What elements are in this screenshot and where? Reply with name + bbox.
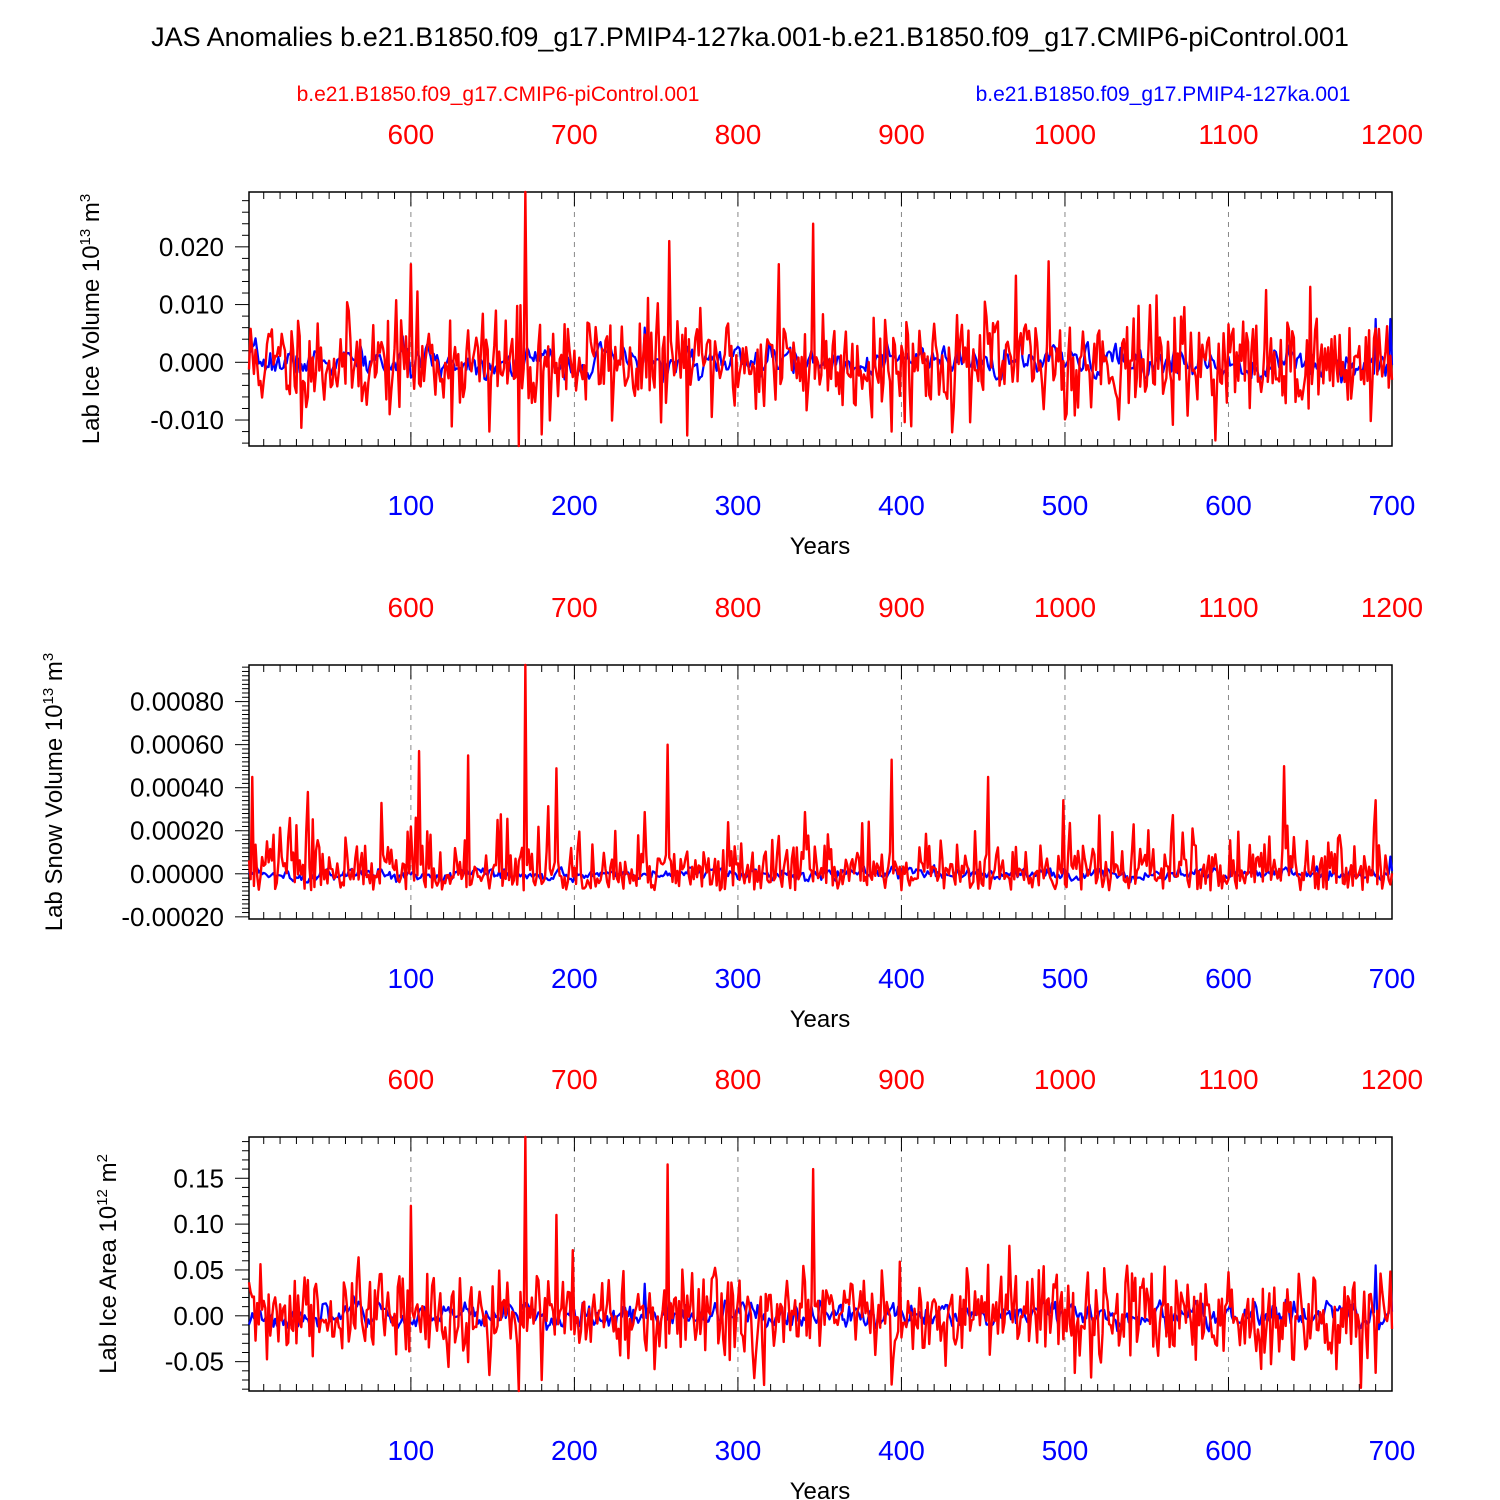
panel-ice-volume-series (247, 190, 1394, 448)
panel-snow-volume-xtick-label-top: 1100 (1198, 592, 1258, 623)
panel-ice-area-xtick-label-top: 1100 (1198, 1064, 1258, 1095)
panel-ice-volume-ticks: 100 200 300 400 500 600 700 600 700 800 900 1000 110… (150, 119, 1423, 521)
panel-snow-volume-control-series-line (247, 663, 1394, 892)
panel-ice-volume-xtick-label-bottom: 100 (388, 490, 435, 521)
panel-ice-volume-xtick-label-top: 1000 (1034, 119, 1096, 150)
panel-ice-area-xtick-label-top: 800 (715, 1064, 762, 1095)
legend-control-label: b.e21.B1850.f09_g17.CMIP6-piControl.001 (297, 83, 700, 106)
panel-ice-volume-xtick-label-bottom: 400 (878, 490, 925, 521)
panel-ice-volume-xlabel: Years (790, 533, 851, 560)
panel-snow-volume: 100 200 300 400 500 600 700 600 700 800 900 1000 110… (40, 592, 1423, 1033)
panel-ice-area-ytick-label: 0.05 (173, 1255, 224, 1285)
panel-snow-volume-xtick-label-bottom: 500 (1042, 963, 1089, 994)
panel-ice-volume-control-series-line (247, 190, 1394, 448)
panel-ice-volume-xtick-label-bottom: 700 (1369, 490, 1416, 521)
panel-ice-area-series (247, 1135, 1394, 1393)
panel-ice-volume-xtick-label-top: 1200 (1361, 119, 1423, 150)
panel-ice-area-ticks: 100 200 300 400 500 600 700 600 700 800 900 1000 110… (165, 1064, 1423, 1466)
panel-ice-area-xtick-label-top: 700 (551, 1064, 598, 1095)
panel-ice-area-xtick-label-top: 900 (878, 1064, 925, 1095)
panel-ice-area-ytick-label: 0.00 (173, 1301, 224, 1331)
panel-snow-volume-ytick-label: -0.00020 (121, 902, 224, 932)
panel-ice-volume-xtick-label-bottom: 200 (551, 490, 598, 521)
panel-ice-volume-grid (410, 192, 1229, 446)
panel-ice-volume-frame (248, 191, 1393, 447)
panel-ice-area-xtick-label-bottom: 700 (1369, 1435, 1416, 1466)
panel-ice-volume-xtick-label-top: 900 (878, 119, 925, 150)
panel-snow-volume-ticks: 100 200 300 400 500 600 700 600 700 800 900 1000 110… (121, 592, 1423, 994)
panel-snow-volume-xtick-label-top: 1200 (1361, 592, 1423, 623)
panel-ice-volume-xtick-label-bottom: 600 (1205, 490, 1252, 521)
panel-ice-area-grid (410, 1137, 1229, 1391)
panel-snow-volume-xtick-label-bottom: 300 (715, 963, 762, 994)
panel-snow-volume-ytick-label: 0.00060 (130, 730, 224, 760)
panel-ice-area-xtick-label-top: 1200 (1361, 1064, 1423, 1095)
panel-snow-volume-ytick-label: 0.00020 (130, 816, 224, 846)
panel-ice-area-ylabel: Lab Ice Area 1012 m2 (94, 1154, 122, 1374)
panel-ice-area-frame (248, 1136, 1393, 1392)
panel-ice-volume-xtick-label-top: 800 (715, 119, 762, 150)
panel-ice-area: 100 200 300 400 500 600 700 600 700 800 900 1000 110… (94, 1064, 1423, 1500)
panel-ice-area-xtick-label-bottom: 400 (878, 1435, 925, 1466)
panel-snow-volume-xtick-label-top: 600 (388, 592, 435, 623)
panel-ice-volume-ytick-label: -0.010 (150, 405, 224, 435)
panel-snow-volume-xlabel: Years (790, 1006, 851, 1033)
panel-ice-area-xtick-label-top: 600 (388, 1064, 435, 1095)
panel-ice-area-control-series-line (247, 1135, 1394, 1393)
panel-ice-area-ytick-label: -0.05 (165, 1347, 224, 1377)
panel-snow-volume-xtick-label-bottom: 700 (1369, 963, 1416, 994)
panel-snow-volume-xtick-label-top: 800 (715, 592, 762, 623)
panel-ice-area-xtick-label-bottom: 600 (1205, 1435, 1252, 1466)
panel-snow-volume-ytick-label: 0.00000 (130, 859, 224, 889)
panel-ice-volume-ylabel: Lab Ice Volume 1013 m3 (77, 194, 105, 445)
panel-snow-volume-xtick-label-top: 1000 (1034, 592, 1096, 623)
panel-ice-area-ytick-label: 0.10 (173, 1209, 224, 1239)
panel-ice-volume-xtick-label-top: 700 (551, 119, 598, 150)
panel-snow-volume-xtick-label-bottom: 600 (1205, 963, 1252, 994)
panel-ice-volume-ytick-label: 0.010 (159, 290, 224, 320)
panel-snow-volume-ytick-label: 0.00040 (130, 773, 224, 803)
panel-snow-volume-xtick-label-bottom: 100 (388, 963, 435, 994)
legend-pmip-label: b.e21.B1850.f09_g17.PMIP4-127ka.001 (976, 83, 1351, 106)
panel-ice-volume-xtick-label-top: 600 (388, 119, 435, 150)
panel-snow-volume-xtick-label-bottom: 200 (551, 963, 598, 994)
panel-ice-area-ytick-label: 0.15 (173, 1163, 224, 1193)
panel-ice-volume-xtick-label-bottom: 500 (1042, 490, 1089, 521)
panel-ice-area-xtick-label-bottom: 300 (715, 1435, 762, 1466)
panel-snow-volume-series (247, 663, 1394, 892)
panel-ice-volume-xtick-label-top: 1100 (1198, 119, 1258, 150)
panel-ice-area-xtick-label-bottom: 100 (388, 1435, 435, 1466)
panel-ice-volume-ytick-label: 0.000 (159, 347, 224, 377)
panel-ice-volume-xtick-label-bottom: 300 (715, 490, 762, 521)
panel-snow-volume-ytick-label: 0.00080 (130, 687, 224, 717)
panel-snow-volume-xtick-label-top: 900 (878, 592, 925, 623)
panel-ice-volume-ytick-label: 0.020 (159, 232, 224, 262)
panel-ice-volume: 100 200 300 400 500 600 700 600 700 800 900 1000 110… (77, 119, 1423, 560)
panel-ice-area-xlabel: Years (790, 1478, 851, 1500)
panel-ice-area-xtick-label-bottom: 500 (1042, 1435, 1089, 1466)
panel-snow-volume-xtick-label-bottom: 400 (878, 963, 925, 994)
panel-ice-area-xtick-label-bottom: 200 (551, 1435, 598, 1466)
figure-title: JAS Anomalies b.e21.B1850.f09_g17.PMIP4-… (151, 22, 1349, 52)
panel-ice-area-xtick-label-top: 1000 (1034, 1064, 1096, 1095)
panel-snow-volume-ylabel: Lab Snow Volume 1013 m3 (40, 653, 68, 932)
panel-snow-volume-xtick-label-top: 700 (551, 592, 598, 623)
